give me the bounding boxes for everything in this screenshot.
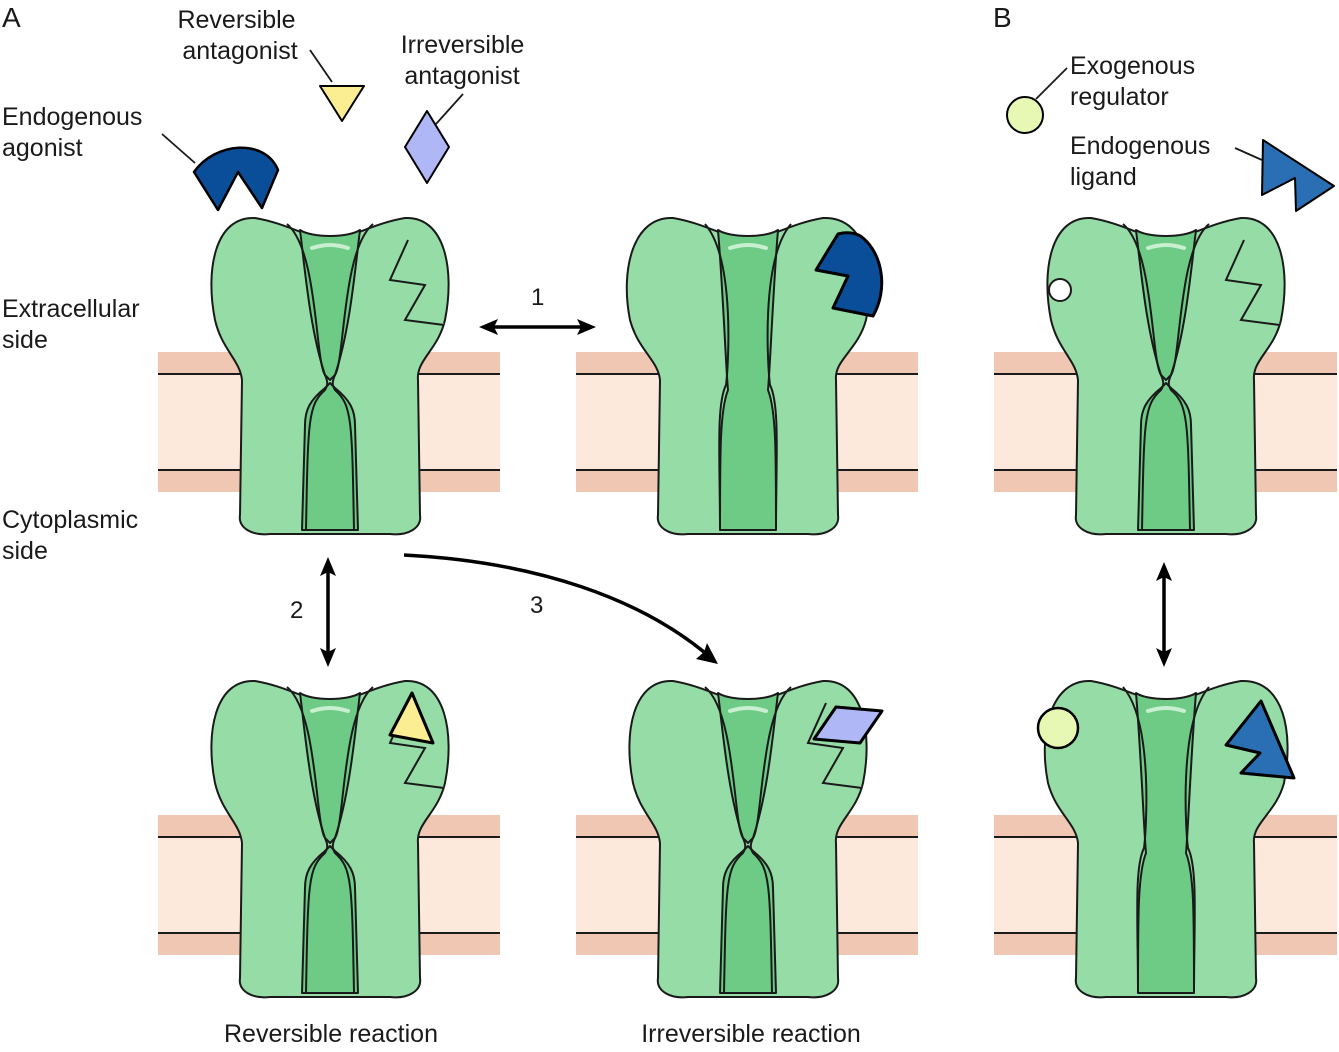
endogenous-ligand-label: Endogenous ligand [1070, 132, 1217, 191]
allosteric-pocket [1048, 278, 1072, 302]
channel-closed-allosteric-site [1046, 216, 1286, 536]
binding-site-notch [388, 239, 445, 326]
cytoplasmic-side-label: Cytoplasmic side [2, 506, 145, 565]
arrow-reaction-1 [479, 319, 596, 335]
channel-open-regulated [1036, 679, 1296, 999]
leader-exogenous-regulator [1035, 67, 1068, 100]
reaction-number-2: 2 [290, 597, 303, 624]
exogenous-regulator-bound [1036, 706, 1080, 750]
extracellular-side-label: Extracellular side [2, 295, 147, 354]
leader-endogenous-agonist [161, 133, 196, 164]
irreversible-antagonist-shape [404, 110, 450, 184]
reversible-reaction-caption: Reversible reaction [224, 1020, 438, 1048]
arrow-reaction-2 [320, 557, 336, 667]
reversible-antagonist-bound [388, 691, 435, 745]
agonist-bound [814, 231, 884, 318]
leader-endogenous-ligand [1234, 147, 1263, 161]
panel-label-b: B [993, 2, 1012, 33]
arrow-reaction-3 [403, 553, 718, 664]
exogenous-regulator-label: Exogenous regulator [1070, 52, 1202, 111]
endogenous-agonist-shape [192, 146, 280, 212]
endogenous-agonist-label: Endogenous agonist [2, 103, 149, 162]
channel-reversible-antagonist-bound [210, 679, 450, 999]
irreversible-antagonist-bound [812, 705, 884, 745]
arrow-allosteric [1156, 562, 1172, 667]
channel-irreversible-antagonist-bound [628, 679, 884, 999]
reversible-antagonist-label: Reversible antagonist [177, 6, 302, 65]
endogenous-ligand-bound [1224, 699, 1296, 780]
irreversible-antagonist-label: Irreversible antagonist [401, 31, 532, 90]
reaction-number-1: 1 [531, 284, 544, 311]
reaction-number-3: 3 [530, 592, 543, 619]
reversible-antagonist-shape [319, 85, 365, 122]
leader-reversible-antagonist [309, 49, 333, 83]
irreversible-reaction-caption: Irreversible reaction [641, 1020, 861, 1048]
binding-site-notch [1224, 239, 1281, 326]
leader-irreversible-antagonist [435, 93, 464, 125]
exogenous-regulator-shape [1006, 96, 1044, 134]
channel-closed-empty [210, 216, 450, 536]
endogenous-ligand-shape [1261, 139, 1335, 212]
channel-open-agonist-bound [625, 216, 884, 536]
panel-label-a: A [2, 2, 21, 33]
